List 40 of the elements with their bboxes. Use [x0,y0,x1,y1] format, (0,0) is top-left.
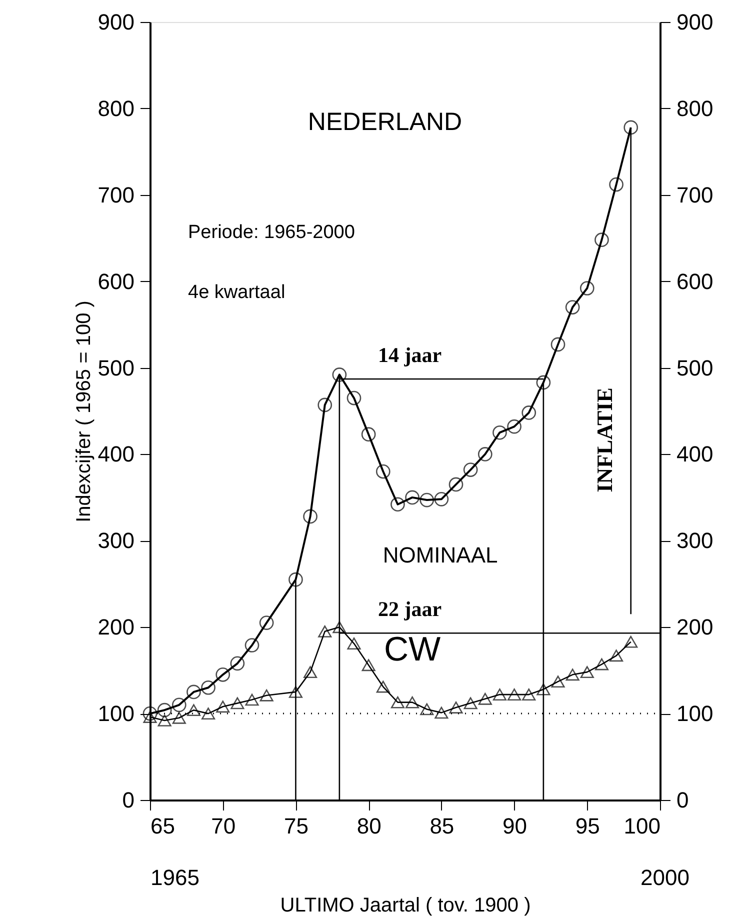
y-tick-label: 600 [98,268,134,294]
y-axis-title: Indexcijfer ( 1965 = 100 ) [72,300,95,522]
y2-tick-label: 100 [676,701,714,726]
y2-tick-label: 900 [676,10,714,34]
text: NEDERLAND [308,108,462,136]
y-tick-label: 700 [98,182,134,208]
y2-tick-label: 600 [676,268,714,294]
series-label: NOMINAAL [382,542,498,568]
y2-tick-label: 200 [676,614,714,640]
x-tick-label: 65 [150,814,175,838]
y-tick-label: 200 [98,614,134,640]
y-tick-label: 800 [98,96,134,121]
text: 1965 [150,865,200,890]
y-tick-label: 900 [98,10,134,34]
x-tick-label: 80 [356,814,382,838]
y-tick-label: 500 [98,355,134,380]
y-tick-label: 400 [98,442,134,467]
annotation: 14 jaar [378,343,442,367]
y2-tick-label: 400 [676,442,714,467]
text: 2000 [640,865,690,890]
x-tick-label: 100 [624,814,660,838]
y2-tick-label: 300 [676,528,714,554]
annotation: Periode: 1965-2000 [188,222,355,243]
x-tick-label: 90 [502,814,528,838]
x-axis-title: ULTIMO Jaartal ( tov. 1900 ) [280,894,531,916]
annotation: 22 jaar [378,597,442,621]
x-tick-label: 85 [430,814,454,838]
annotation: 4e kwartaal [188,282,286,303]
y2-tick-label: 500 [676,355,714,380]
y2-tick-label: 800 [676,96,714,121]
y-tick-label: 0 [122,788,134,812]
y-tick-label: 300 [98,528,134,554]
y2-tick-label: 700 [676,182,714,208]
x-tick-label: 75 [284,814,308,838]
x-tick-label: 95 [575,814,600,838]
y2-tick-label: 0 [676,788,689,812]
y-tick-label: 100 [98,701,134,726]
x-tick-label: 70 [211,814,236,838]
series-label: CW [384,630,441,668]
annotation: INFLATIE [592,388,617,492]
